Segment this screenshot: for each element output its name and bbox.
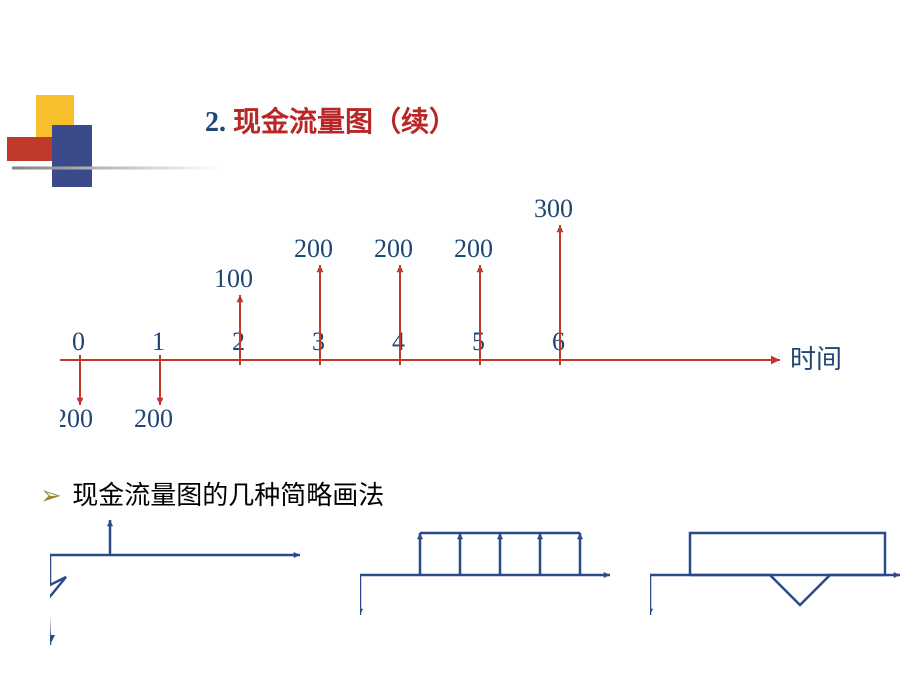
- svg-text:100: 100: [214, 264, 253, 293]
- svg-text:200: 200: [294, 234, 333, 263]
- bullet-line: ➢ 现金流量图的几种简略画法: [40, 475, 384, 512]
- svg-text:6: 6: [552, 327, 565, 356]
- title-number: 2.: [205, 107, 226, 138]
- svg-text:2: 2: [232, 327, 245, 356]
- mini-diagram-c: [650, 515, 910, 645]
- svg-text:时间（年）: 时间（年）: [790, 345, 860, 374]
- svg-text:200: 200: [454, 234, 493, 263]
- svg-text:200: 200: [134, 404, 173, 433]
- svg-text:5: 5: [472, 327, 485, 356]
- svg-text:1: 1: [152, 327, 165, 356]
- svg-text:200: 200: [60, 404, 93, 433]
- svg-text:300: 300: [534, 194, 573, 223]
- mini-diagram-a: [50, 515, 310, 645]
- svg-text:3: 3: [312, 327, 325, 356]
- svg-text:4: 4: [392, 327, 405, 356]
- mini-diagram-b: [360, 515, 620, 645]
- bullet-chevron-icon: ➢: [40, 481, 62, 510]
- svg-text:200: 200: [374, 234, 413, 263]
- slide-title: 2. 现金流量图（续）: [205, 100, 457, 140]
- cash-flow-diagram: 时间（年） 0 1 2 3 4 5 6 200 200 100 200 200 200 300: [60, 190, 860, 440]
- svg-text:0: 0: [72, 327, 85, 356]
- bullet-text: 现金流量图的几种简略画法: [72, 481, 384, 510]
- title-main: 现金流量图（续）: [233, 107, 457, 138]
